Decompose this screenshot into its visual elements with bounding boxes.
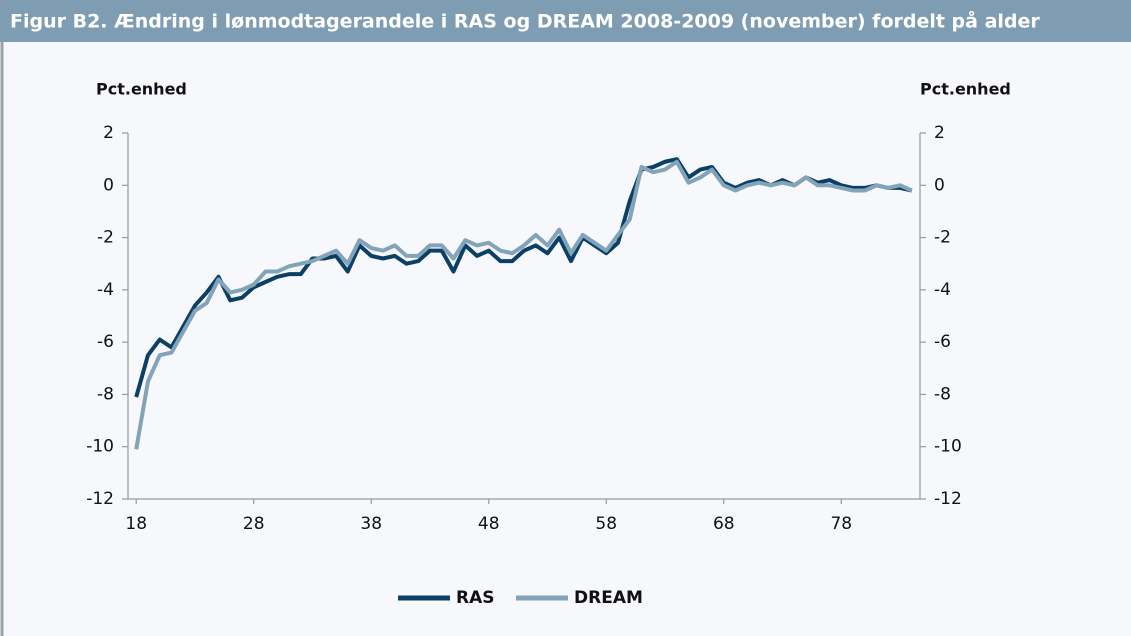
x-tick-label: 78 bbox=[830, 514, 852, 534]
x-tick-label: 38 bbox=[360, 514, 382, 534]
y2-tick-label: -8 bbox=[934, 384, 951, 404]
x-tick-label: 48 bbox=[478, 514, 500, 534]
y-tick-label: -4 bbox=[97, 280, 114, 300]
data-line bbox=[134, 159, 913, 450]
title-bar bbox=[0, 0, 1131, 42]
chart-title: Figur B2. Ændring i lønmodtagerandele i … bbox=[10, 9, 1040, 33]
y2-tick-label: -2 bbox=[934, 228, 951, 248]
y-tick-label: -10 bbox=[86, 437, 114, 457]
y2-axis-label: Pct.enhed bbox=[920, 80, 1011, 99]
y-tick-label: 0 bbox=[103, 175, 114, 195]
y-axis-label: Pct.enhed bbox=[96, 80, 187, 99]
x-tick-label: 68 bbox=[713, 514, 735, 534]
y2-tick-label: -6 bbox=[934, 332, 951, 352]
y-tick-label: -8 bbox=[97, 384, 114, 404]
y2-tick-label: -10 bbox=[934, 437, 962, 457]
y-tick-label: 2 bbox=[103, 123, 114, 143]
y2-tick-label: 2 bbox=[934, 123, 945, 143]
y-tick-label: -2 bbox=[97, 228, 114, 248]
legend-label: DREAM bbox=[574, 588, 643, 608]
y-tick-label: -6 bbox=[97, 332, 114, 352]
x-tick-label: 28 bbox=[243, 514, 265, 534]
x-tick-label: 18 bbox=[125, 514, 147, 534]
x-tick-label: 58 bbox=[595, 514, 617, 534]
y2-tick-label: -4 bbox=[934, 280, 951, 300]
y2-tick-label: -12 bbox=[934, 489, 962, 509]
legend-label: RAS bbox=[456, 588, 495, 608]
data-line bbox=[134, 157, 913, 398]
y-tick-label: -12 bbox=[86, 489, 114, 509]
y2-tick-label: 0 bbox=[934, 175, 945, 195]
